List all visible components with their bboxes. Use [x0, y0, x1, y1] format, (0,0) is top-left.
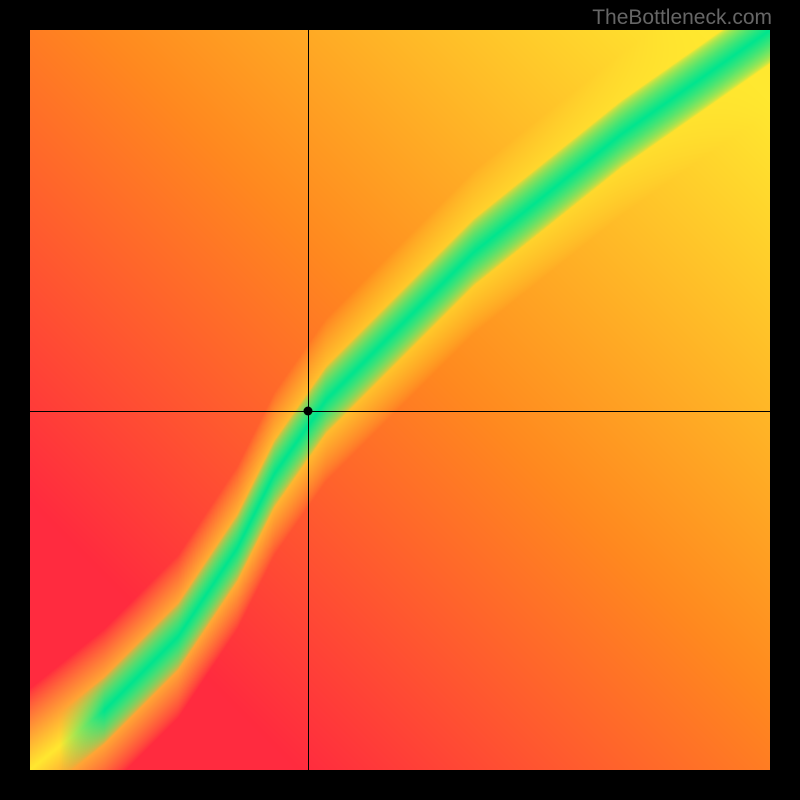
heatmap-canvas — [30, 30, 770, 770]
crosshair-horizontal — [30, 411, 770, 412]
crosshair-vertical — [308, 30, 309, 770]
marker-dot — [303, 407, 312, 416]
plot-area — [30, 30, 770, 770]
watermark-text: TheBottleneck.com — [592, 6, 772, 30]
